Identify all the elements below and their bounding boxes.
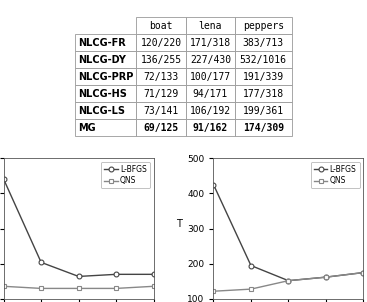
Legend: L-BFGS, QNS: L-BFGS, QNS xyxy=(101,162,150,188)
Y-axis label: T: T xyxy=(176,219,182,229)
Legend: L-BFGS, QNS: L-BFGS, QNS xyxy=(310,162,360,188)
